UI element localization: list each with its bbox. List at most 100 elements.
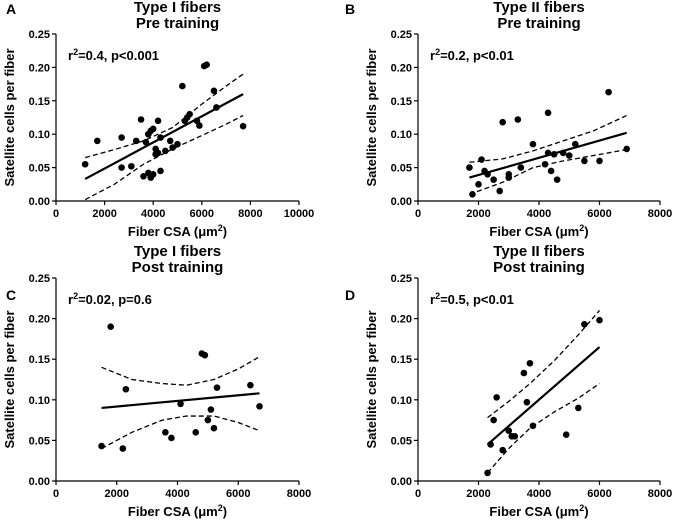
- data-point: [526, 359, 534, 367]
- y-tick-label: 0.05: [391, 163, 412, 175]
- chart-title: Type II fibers: [493, 0, 584, 16]
- data-point: [132, 137, 140, 145]
- x-axis-label: Fiber CSA (μm2): [128, 503, 227, 519]
- stat-text: =0.5, p<0.01: [440, 292, 514, 307]
- y-tick-label: 0.15: [29, 96, 50, 108]
- x-tick-label: 0: [53, 488, 59, 500]
- panel-letter: C: [6, 287, 16, 303]
- data-point: [210, 87, 218, 95]
- y-tick-label: 0.00: [29, 196, 50, 208]
- y-tick-label: 0.25: [29, 29, 50, 41]
- x-tick-label: 4000: [165, 488, 189, 500]
- x-tick-label: 4000: [141, 208, 165, 220]
- x-axis-label-close: ): [223, 504, 227, 519]
- stat-r-exponent: 2: [435, 47, 440, 57]
- x-axis-label-exponent: 2: [218, 223, 223, 233]
- data-point: [142, 138, 150, 146]
- data-point: [213, 384, 221, 391]
- data-point: [196, 122, 203, 129]
- x-axis-label: Fiber CSA (μm2): [489, 223, 588, 239]
- data-point: [192, 428, 200, 436]
- x-tick-label: 8000: [648, 488, 672, 500]
- x-axis-label-exponent: 2: [579, 223, 584, 233]
- data-point: [162, 147, 169, 155]
- data-point: [98, 442, 105, 450]
- x-axis-label-unit: μm: [560, 224, 580, 239]
- data-point: [499, 118, 507, 126]
- x-tick-label: 2000: [105, 488, 129, 500]
- x-axis-label-close: ): [223, 224, 227, 239]
- data-point: [550, 150, 558, 158]
- data-point: [565, 152, 573, 159]
- data-point: [478, 156, 485, 163]
- data-point: [520, 369, 528, 377]
- y-tick-label: 0.00: [391, 196, 412, 208]
- data-point: [505, 170, 513, 178]
- data-point: [119, 445, 127, 452]
- data-point: [581, 320, 588, 328]
- x-axis-label-text: Fiber CSA (: [128, 504, 199, 519]
- x-axis-label-close: ): [584, 224, 588, 239]
- data-point: [118, 164, 125, 171]
- data-point: [149, 170, 157, 178]
- ci-lower-band: [487, 383, 600, 474]
- data-point: [177, 400, 184, 408]
- x-tick-label: 6000: [587, 488, 611, 500]
- y-tick-label: 0.20: [391, 62, 412, 74]
- ci-upper-band: [101, 356, 260, 386]
- x-tick-label: 2000: [466, 208, 490, 220]
- panel-letter: D: [345, 287, 355, 303]
- x-axis-label-close: ): [584, 504, 588, 519]
- data-point: [559, 149, 567, 157]
- chart-title: Type I fibers: [134, 0, 221, 16]
- x-tick-label: 8000: [287, 488, 311, 500]
- data-point: [174, 140, 181, 148]
- data-point: [204, 416, 212, 424]
- x-tick-label: 10000: [284, 208, 315, 220]
- stat-r-exponent: 2: [73, 291, 78, 301]
- data-point: [469, 191, 476, 198]
- x-tick-label: 8000: [648, 208, 672, 220]
- stat-text: =0.02, p=0.6: [78, 292, 152, 307]
- data-point: [94, 137, 101, 145]
- data-point: [523, 398, 531, 406]
- panel-letter: B: [345, 1, 355, 17]
- data-point: [547, 167, 555, 175]
- x-tick-label: 6000: [190, 208, 214, 220]
- data-point: [541, 160, 549, 168]
- x-axis-label-unit: μm: [560, 504, 580, 519]
- data-point: [484, 170, 491, 178]
- data-point: [157, 134, 164, 141]
- x-tick-label: 4000: [527, 208, 551, 220]
- y-tick-label: 0.25: [29, 273, 50, 285]
- data-point: [496, 187, 503, 195]
- data-point: [529, 422, 537, 430]
- y-tick-label: 0.00: [29, 476, 50, 488]
- data-point: [487, 441, 494, 448]
- data-point: [128, 162, 135, 170]
- data-point: [162, 428, 169, 436]
- y-tick-label: 0.20: [29, 314, 50, 326]
- chart-subtitle: Post training: [493, 259, 585, 276]
- data-point: [201, 351, 209, 359]
- y-tick-label: 0.00: [391, 476, 412, 488]
- y-axis-label: Satellite cells per fiber: [2, 48, 17, 186]
- data-point: [166, 137, 174, 145]
- x-tick-label: 8000: [238, 208, 262, 220]
- data-point: [154, 149, 162, 157]
- y-tick-label: 0.10: [29, 395, 50, 407]
- regression-line: [486, 346, 601, 446]
- x-tick-label: 6000: [587, 208, 611, 220]
- stat-text: =0.2, p<0.01: [440, 48, 514, 63]
- stat-r-exponent: 2: [73, 47, 78, 57]
- y-tick-label: 0.25: [391, 29, 412, 41]
- y-tick-label: 0.10: [29, 129, 50, 141]
- stat-annotation: r2=0.5, p<0.01: [430, 291, 514, 307]
- x-axis-label: Fiber CSA (μm2): [489, 503, 588, 519]
- data-point: [596, 157, 603, 165]
- x-tick-label: 0: [53, 208, 59, 220]
- y-tick-label: 0.05: [391, 435, 412, 447]
- data-point: [140, 172, 147, 180]
